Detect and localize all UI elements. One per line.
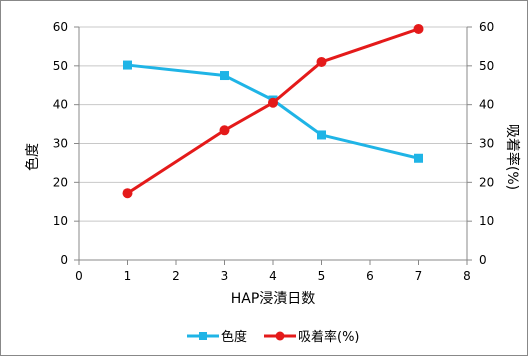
x-tick-label-2: 2	[172, 269, 180, 283]
series-1-point-0	[122, 188, 133, 199]
legend-marker-adsorption	[275, 331, 285, 341]
x-tick-label-4: 4	[269, 269, 277, 283]
series-1-point-2	[268, 97, 278, 108]
right-y-tick-label-30: 30	[479, 137, 494, 151]
x-tick-label-1: 1	[124, 269, 132, 283]
series-1-point-4	[413, 23, 424, 34]
x-axis-title: HAP浸漬日数	[231, 291, 316, 307]
series-0-point-1	[220, 71, 229, 81]
series-1-point-3	[316, 56, 327, 67]
legend-marker-color	[199, 332, 207, 340]
right-y-tick-label-20: 20	[479, 175, 494, 189]
x-tick-label-0: 0	[75, 269, 83, 283]
left-y-tick-label-30: 30	[53, 137, 68, 151]
x-tick-label-8: 8	[463, 269, 471, 283]
left-y-tick-label-0: 0	[60, 253, 68, 267]
right-y-tick-label-40: 40	[479, 98, 494, 112]
series-0-point-4	[414, 153, 423, 163]
x-tick-label-6: 6	[366, 269, 374, 283]
x-tick-label-3: 3	[221, 269, 229, 283]
right-y-tick-label-10: 10	[479, 214, 494, 228]
series-1-point-1	[219, 125, 230, 136]
left-y-axis-title: 色度	[24, 143, 41, 171]
right-y-tick-label-50: 50	[479, 59, 494, 73]
series-0-point-0	[123, 60, 132, 70]
series-group	[122, 23, 424, 199]
legend-label-color: 色度	[221, 329, 247, 345]
left-y-tick-label-60: 60	[53, 20, 68, 34]
series-0-point-3	[317, 130, 326, 140]
left-y-tick-label-40: 40	[53, 98, 68, 112]
left-y-tick-label-50: 50	[53, 59, 68, 73]
left-y-tick-label-10: 10	[53, 214, 68, 228]
left-y-tick-label-20: 20	[53, 175, 68, 189]
legend: 色度 吸着率(%)	[187, 329, 360, 345]
right-y-axis-title: 吸着率(%)	[504, 124, 521, 190]
legend-label-adsorption: 吸着率(%)	[298, 329, 360, 345]
right-y-tick-label-0: 0	[479, 253, 487, 267]
x-tick-label-7: 7	[415, 269, 423, 283]
x-tick-label-5: 5	[318, 269, 326, 283]
right-y-tick-label-60: 60	[479, 20, 494, 34]
axes	[74, 26, 472, 265]
